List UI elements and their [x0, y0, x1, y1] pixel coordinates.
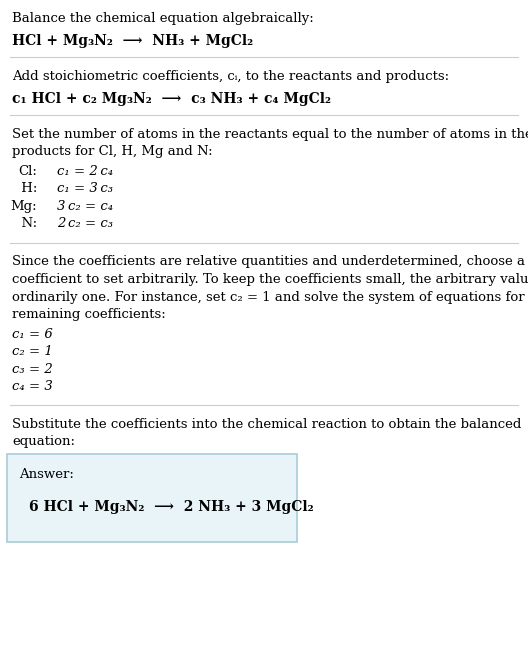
Text: Balance the chemical equation algebraically:: Balance the chemical equation algebraica… — [12, 12, 314, 25]
Text: products for Cl, H, Mg and N:: products for Cl, H, Mg and N: — [12, 145, 213, 158]
Text: coefficient to set arbitrarily. To keep the coefficients small, the arbitrary va: coefficient to set arbitrarily. To keep … — [12, 273, 528, 286]
Bar — [7, 454, 297, 542]
Text: Cl:: Cl: — [18, 165, 37, 178]
Text: N:: N: — [13, 217, 37, 230]
Text: H:: H: — [16, 182, 37, 195]
Text: 6 HCl + Mg₃N₂  ⟶  2 NH₃ + 3 MgCl₂: 6 HCl + Mg₃N₂ ⟶ 2 NH₃ + 3 MgCl₂ — [29, 501, 314, 514]
Text: Mg:: Mg: — [11, 200, 37, 213]
Text: 2 c₂ = c₃: 2 c₂ = c₃ — [57, 217, 113, 230]
Text: c₄ = 3: c₄ = 3 — [12, 380, 53, 393]
Text: Set the number of atoms in the reactants equal to the number of atoms in the: Set the number of atoms in the reactants… — [12, 128, 528, 141]
Text: 3 c₂ = c₄: 3 c₂ = c₄ — [57, 200, 113, 213]
Text: HCl + Mg₃N₂  ⟶  NH₃ + MgCl₂: HCl + Mg₃N₂ ⟶ NH₃ + MgCl₂ — [12, 34, 253, 48]
Text: c₃ = 2: c₃ = 2 — [12, 363, 53, 376]
Text: Substitute the coefficients into the chemical reaction to obtain the balanced: Substitute the coefficients into the che… — [12, 418, 521, 431]
Text: Add stoichiometric coefficients, cᵢ, to the reactants and products:: Add stoichiometric coefficients, cᵢ, to … — [12, 70, 449, 83]
Text: c₂ = 1: c₂ = 1 — [12, 346, 53, 359]
Text: c₁ = 3 c₃: c₁ = 3 c₃ — [57, 182, 113, 195]
Text: c₁ = 6: c₁ = 6 — [12, 328, 53, 341]
Text: ordinarily one. For instance, set c₂ = 1 and solve the system of equations for t: ordinarily one. For instance, set c₂ = 1… — [12, 291, 528, 303]
Text: Answer:: Answer: — [19, 468, 74, 481]
Text: c₁ = 2 c₄: c₁ = 2 c₄ — [57, 165, 113, 178]
Text: remaining coefficients:: remaining coefficients: — [12, 308, 166, 321]
Text: equation:: equation: — [12, 435, 75, 448]
Text: Since the coefficients are relative quantities and underdetermined, choose a: Since the coefficients are relative quan… — [12, 256, 525, 269]
Text: c₁ HCl + c₂ Mg₃N₂  ⟶  c₃ NH₃ + c₄ MgCl₂: c₁ HCl + c₂ Mg₃N₂ ⟶ c₃ NH₃ + c₄ MgCl₂ — [12, 92, 331, 106]
